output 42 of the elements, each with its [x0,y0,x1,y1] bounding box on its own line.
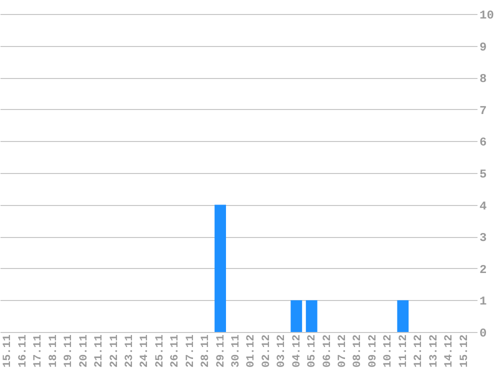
x-tick-label: 03.12 [276,334,288,368]
x-tick-label: 24.11 [139,334,152,368]
x-tick-label: 15.11 [2,334,14,368]
x-tick-label: 25.11 [154,334,166,368]
y-tick-label: 8 [480,72,487,86]
x-tick-label: 22.11 [108,334,121,368]
x-tick-label: 17.11 [32,334,45,368]
y-tick-label: 5 [480,168,487,182]
y-tick-label: 10 [480,8,494,22]
x-tick-label: 28.11 [200,334,212,368]
x-tick-label: 27.11 [184,334,197,368]
x-tick-label: 23.11 [124,334,136,368]
y-tick-label: 9 [480,40,487,54]
x-tick-label: 16.11 [17,334,30,368]
x-tick-label: 07.12 [337,334,350,368]
x-tick-label: 02.12 [260,334,273,368]
y-tick-label: 2 [480,262,487,277]
y-tick-label: 0 [480,326,487,340]
x-tick-label: 21.11 [94,334,106,368]
x-tick-label: 12.12 [413,334,426,368]
x-tick-label: 18.11 [48,334,60,368]
y-tick-label: 1 [480,294,487,309]
x-tick-label: 30.11 [230,334,242,368]
x-tick-label: 09.12 [367,334,380,368]
x-tick-label: 04.12 [291,334,304,368]
x-tick-label: 20.11 [78,334,90,368]
x-tick-label: 06.12 [322,334,334,368]
x-tick-label: 11.12 [398,334,410,368]
x-tick-label: 29.11 [215,334,228,368]
x-tick-label: 26.11 [170,334,182,368]
y-tick-label: 7 [480,104,487,118]
x-tick-label: 01.12 [246,334,258,368]
y-tick-label: 4 [480,199,487,214]
x-tick-label: 14.12 [444,334,456,368]
x-tick-label: 08.12 [352,334,364,368]
x-tick-label: 15.12 [458,334,471,368]
x-tick-label: 13.12 [428,334,440,368]
y-tick-label: 3 [480,231,487,246]
x-tick-label: 19.11 [63,334,76,368]
y-tick-label: 6 [480,136,487,150]
x-tick-label: 05.12 [306,334,319,368]
x-tick-label: 10.12 [382,334,395,368]
